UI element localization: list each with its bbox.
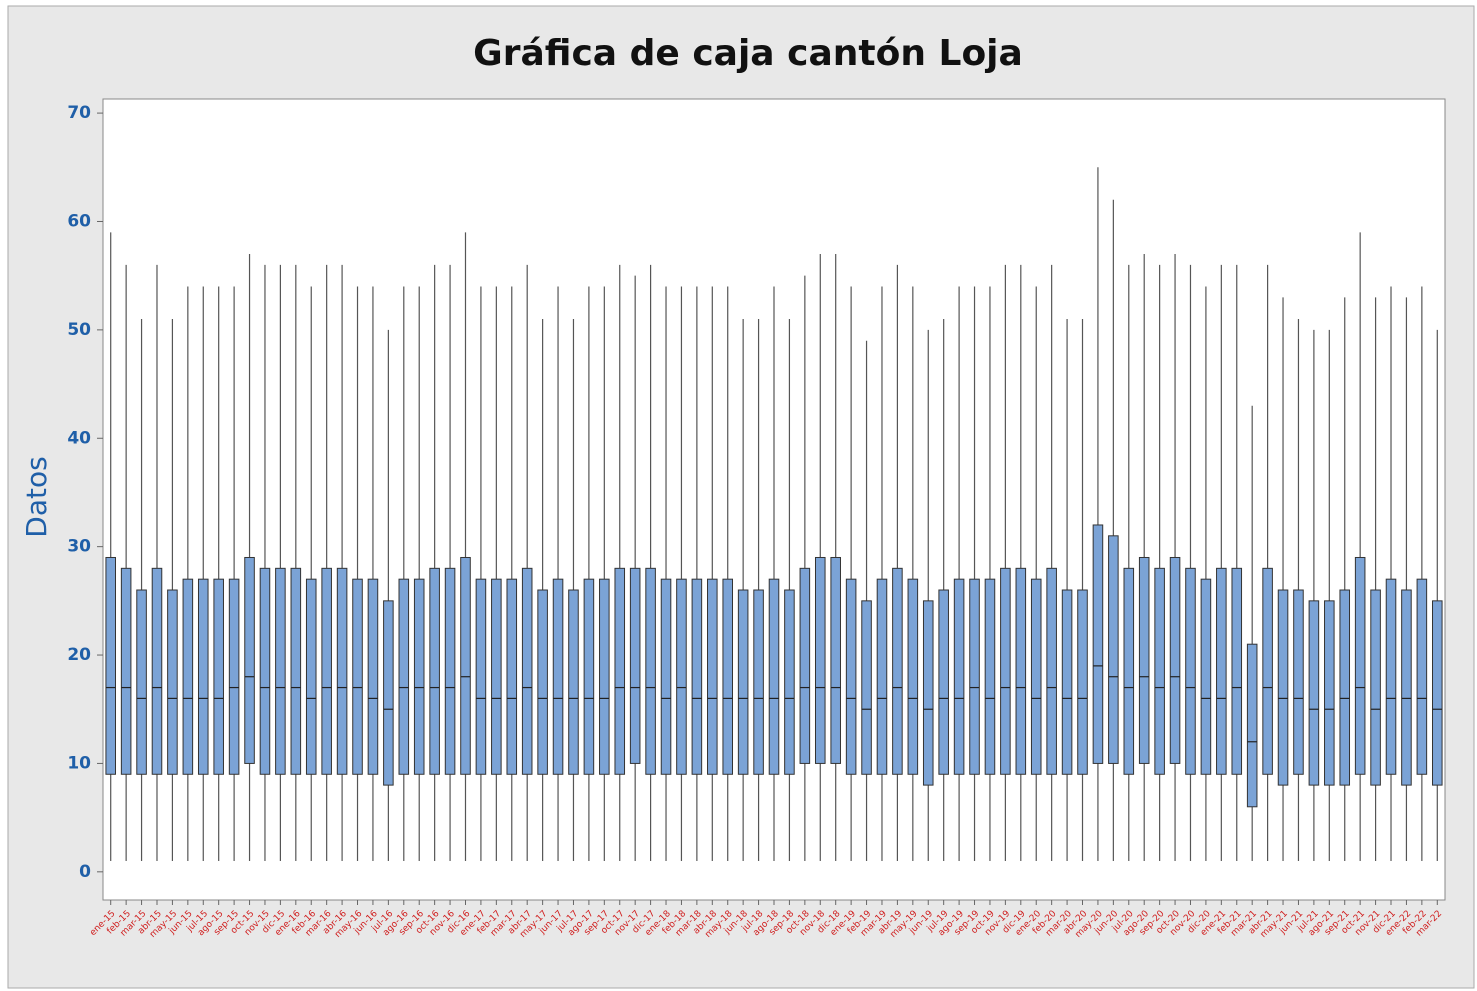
box bbox=[830, 556, 841, 764]
box bbox=[583, 578, 595, 775]
box bbox=[460, 556, 471, 775]
box bbox=[228, 578, 240, 775]
box bbox=[1324, 600, 1335, 786]
box bbox=[1061, 589, 1073, 775]
box bbox=[506, 578, 518, 775]
box bbox=[969, 578, 980, 775]
box bbox=[1432, 600, 1443, 786]
y-tick-label: 0 bbox=[79, 862, 91, 882]
box bbox=[1370, 589, 1381, 786]
box bbox=[953, 578, 965, 775]
box bbox=[707, 578, 718, 775]
box bbox=[814, 556, 826, 764]
box bbox=[1123, 567, 1135, 775]
box bbox=[1216, 567, 1227, 775]
box bbox=[352, 578, 363, 775]
box bbox=[568, 589, 579, 775]
box bbox=[1293, 589, 1304, 775]
box bbox=[105, 556, 116, 775]
y-tick-label: 50 bbox=[67, 320, 91, 340]
box bbox=[1000, 567, 1011, 775]
box bbox=[1339, 589, 1351, 786]
box bbox=[521, 567, 533, 775]
box bbox=[722, 578, 734, 775]
box bbox=[799, 567, 811, 764]
box bbox=[321, 567, 332, 775]
box bbox=[691, 578, 703, 775]
box bbox=[167, 589, 178, 775]
box bbox=[275, 567, 286, 775]
y-tick-label: 30 bbox=[67, 537, 91, 557]
box bbox=[645, 567, 656, 775]
y-axis-label: Datos bbox=[20, 456, 53, 537]
box bbox=[197, 578, 209, 775]
box bbox=[907, 578, 919, 775]
box bbox=[1385, 578, 1397, 775]
box bbox=[676, 578, 687, 775]
box bbox=[259, 567, 271, 775]
box bbox=[660, 578, 672, 775]
box bbox=[1108, 535, 1119, 764]
box bbox=[1030, 578, 1042, 775]
box bbox=[305, 578, 317, 775]
box bbox=[984, 578, 996, 775]
box bbox=[1354, 556, 1366, 775]
box bbox=[1046, 567, 1057, 775]
box bbox=[876, 578, 888, 775]
box bbox=[1401, 589, 1412, 786]
box bbox=[614, 567, 626, 775]
box bbox=[599, 578, 610, 775]
box bbox=[367, 578, 379, 775]
box bbox=[1277, 589, 1289, 786]
box bbox=[336, 567, 348, 775]
y-tick-label: 20 bbox=[67, 645, 91, 665]
box bbox=[1416, 578, 1428, 775]
box bbox=[1246, 643, 1258, 808]
box bbox=[120, 567, 132, 775]
box bbox=[1138, 556, 1150, 764]
box bbox=[429, 567, 440, 775]
box bbox=[753, 589, 764, 775]
y-tick-label: 60 bbox=[67, 211, 91, 231]
box bbox=[1262, 567, 1273, 775]
box bbox=[1231, 567, 1243, 775]
box bbox=[213, 578, 224, 775]
box bbox=[475, 578, 487, 775]
box bbox=[1077, 589, 1088, 775]
box bbox=[182, 578, 194, 775]
box bbox=[1015, 567, 1027, 775]
box bbox=[922, 600, 934, 786]
box bbox=[784, 589, 795, 775]
box bbox=[768, 578, 780, 775]
box bbox=[861, 600, 872, 775]
box bbox=[1185, 567, 1196, 775]
box bbox=[737, 589, 749, 775]
y-tick-label: 10 bbox=[67, 753, 91, 773]
box bbox=[1200, 578, 1212, 775]
y-tick-label: 70 bbox=[67, 103, 91, 123]
box bbox=[845, 578, 857, 775]
box bbox=[244, 556, 255, 764]
box bbox=[892, 567, 903, 775]
box bbox=[537, 589, 548, 775]
box bbox=[444, 567, 456, 775]
box bbox=[290, 567, 302, 775]
chart-title: Gráfica de caja cantón Loja bbox=[473, 33, 1023, 74]
box bbox=[1092, 524, 1104, 764]
box bbox=[629, 567, 641, 764]
box bbox=[552, 578, 564, 775]
y-tick-label: 40 bbox=[67, 428, 91, 448]
box bbox=[1154, 567, 1165, 775]
box bbox=[151, 567, 163, 775]
box bbox=[383, 600, 394, 786]
box bbox=[136, 589, 147, 775]
box bbox=[413, 578, 425, 775]
box bbox=[398, 578, 410, 775]
box bbox=[491, 578, 502, 775]
box bbox=[1308, 600, 1320, 786]
box bbox=[1169, 556, 1181, 764]
box bbox=[938, 589, 949, 775]
